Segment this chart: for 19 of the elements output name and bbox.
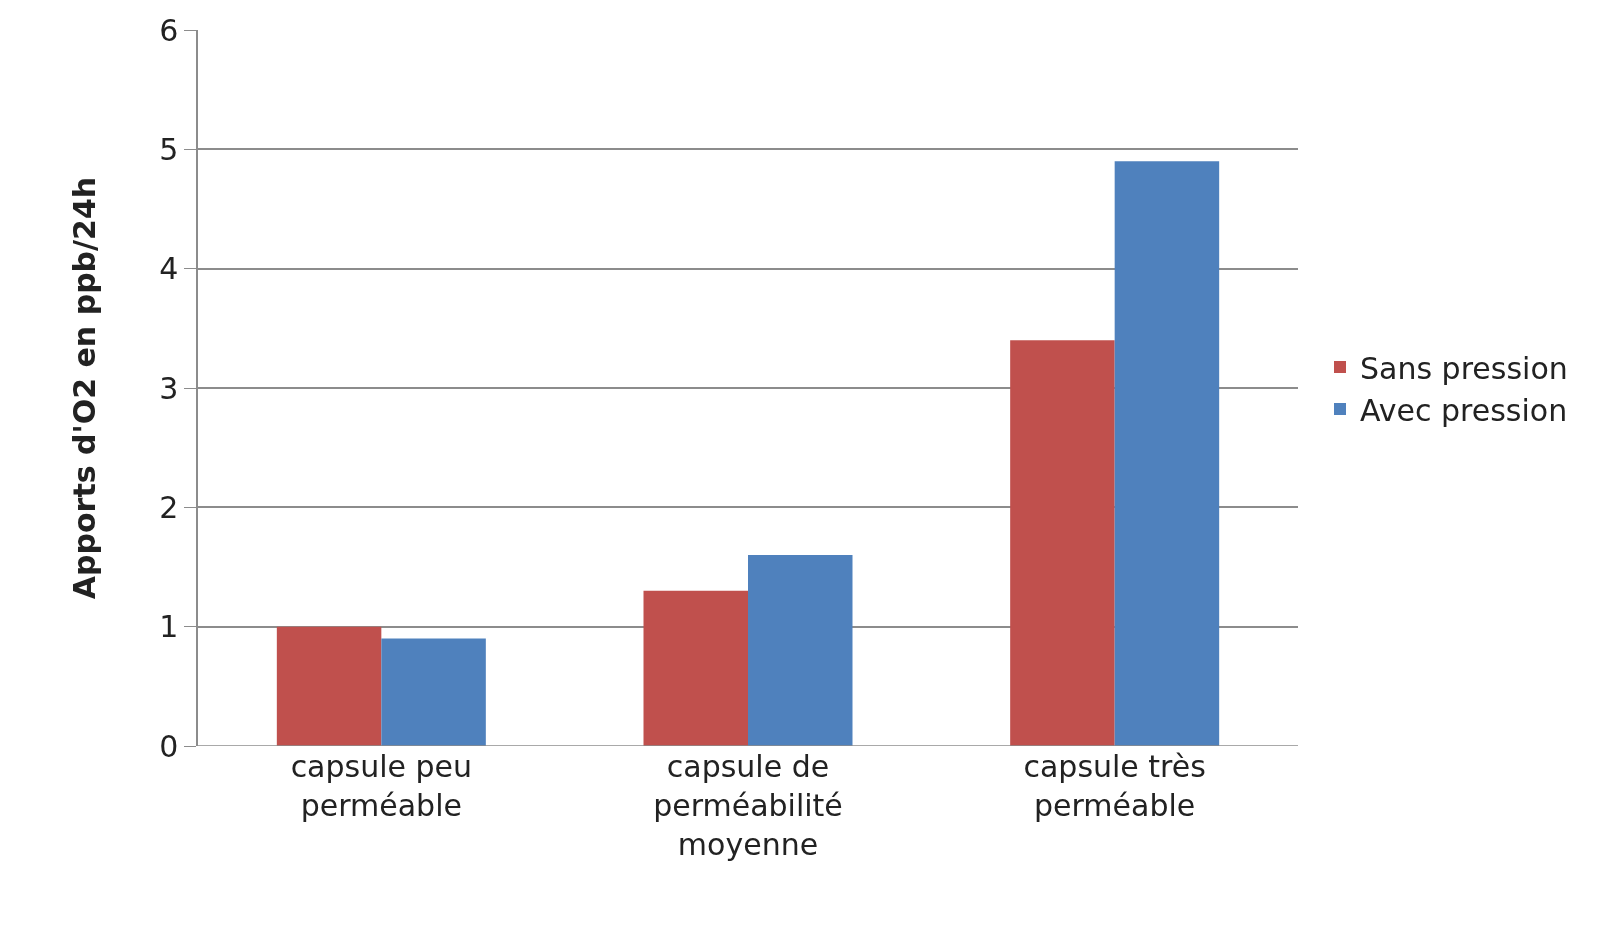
bar <box>1114 161 1220 746</box>
bar <box>381 638 486 746</box>
y-tick-label: 0 <box>159 728 179 764</box>
bar <box>643 590 748 746</box>
y-tick-label: 3 <box>159 370 179 406</box>
y-tick-label: 1 <box>159 609 179 645</box>
y-tick-label: 5 <box>159 131 179 167</box>
bar <box>1010 340 1115 746</box>
bar <box>748 555 853 746</box>
x-tick-label: capsule de perméabilité moyenne <box>653 749 843 862</box>
y-tick-label: 2 <box>159 489 179 525</box>
legend-label: Sans pression <box>1360 350 1568 386</box>
x-tick-label: capsule peu perméable <box>290 749 473 823</box>
y-axis-title: Apports d'O2 en ppb/24h <box>66 176 102 600</box>
bar <box>276 626 382 746</box>
y-tick-label: 6 <box>159 12 179 48</box>
x-tick-label: capsule très perméable <box>1023 749 1206 823</box>
legend-label: Avec pression <box>1360 392 1568 428</box>
y-tick-label: 4 <box>159 251 179 287</box>
